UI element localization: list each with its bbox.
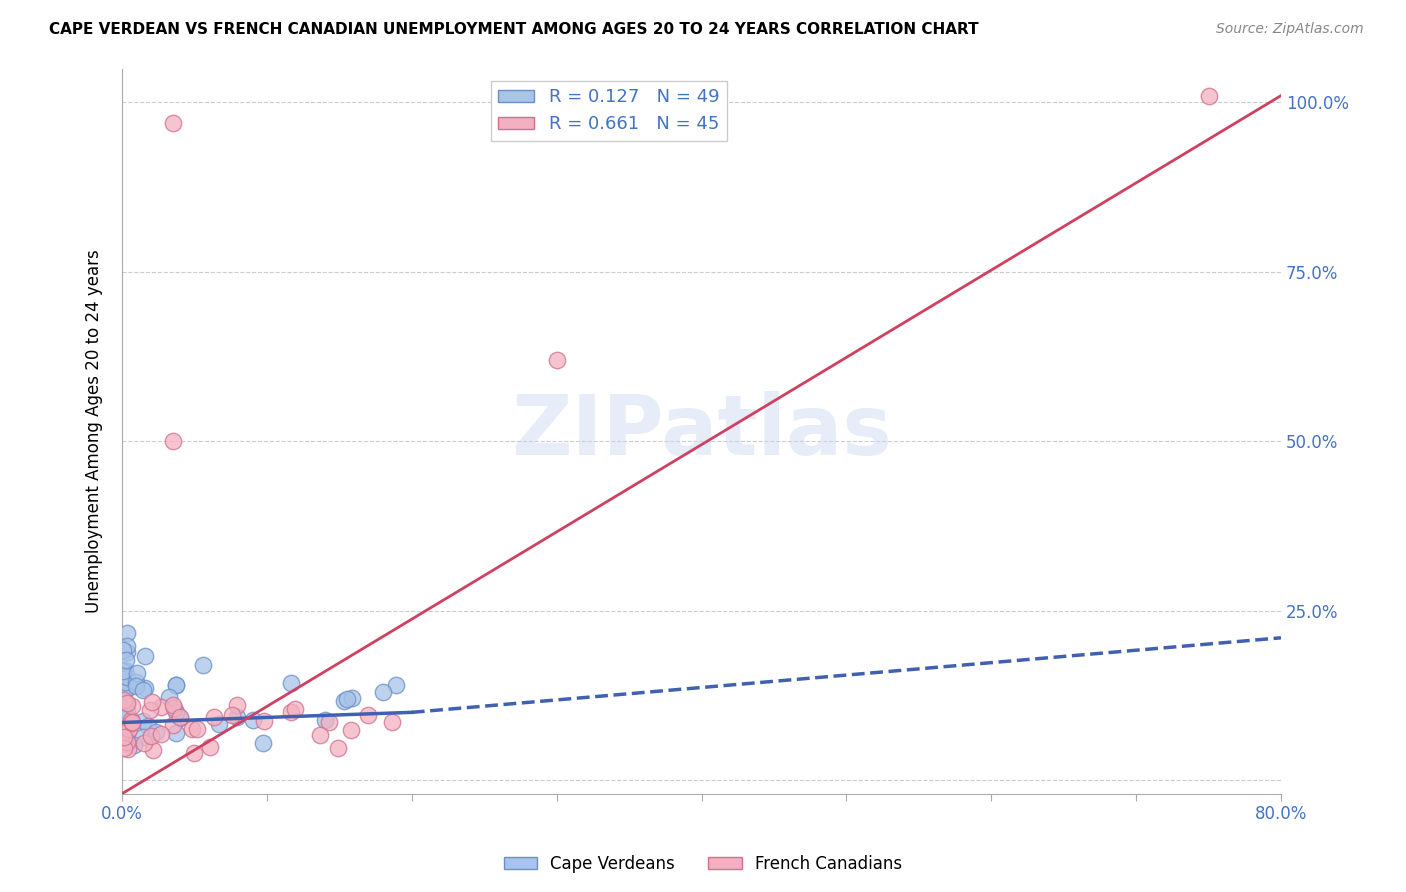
- Point: [284, 702, 307, 716]
- Point: [114, 723, 136, 737]
- Point: [122, 738, 145, 752]
- Y-axis label: Unemployment Among Ages 20 to 24 years: Unemployment Among Ages 20 to 24 years: [86, 249, 103, 613]
- Point: [115, 736, 138, 750]
- Point: [381, 715, 404, 730]
- Point: [385, 678, 408, 692]
- Point: [242, 713, 264, 727]
- Point: [165, 705, 187, 719]
- Point: [132, 682, 155, 697]
- Legend: R = 0.127   N = 49, R = 0.661   N = 45: R = 0.127 N = 49, R = 0.661 N = 45: [491, 81, 727, 141]
- Point: [1198, 88, 1220, 103]
- Point: [340, 723, 363, 737]
- Point: [132, 714, 155, 729]
- Point: [134, 649, 156, 664]
- Point: [165, 725, 187, 739]
- Point: [112, 671, 135, 685]
- Point: [162, 434, 184, 449]
- Point: [149, 700, 172, 714]
- Point: [145, 725, 167, 739]
- Point: [221, 708, 243, 723]
- Point: [326, 741, 349, 756]
- Point: [200, 739, 222, 754]
- Point: [141, 729, 163, 743]
- Point: [114, 695, 136, 709]
- Point: [118, 722, 141, 736]
- Point: [149, 727, 172, 741]
- Point: [165, 678, 187, 692]
- Point: [280, 676, 302, 690]
- Point: [127, 665, 149, 680]
- Point: [112, 730, 135, 744]
- Point: [169, 711, 191, 725]
- Point: [226, 698, 249, 712]
- Point: [252, 736, 274, 750]
- Point: [121, 699, 143, 714]
- Text: ZIPatlas: ZIPatlas: [510, 391, 891, 472]
- Point: [121, 716, 143, 731]
- Point: [162, 718, 184, 732]
- Point: [157, 690, 180, 705]
- Point: [112, 682, 135, 697]
- Point: [114, 709, 136, 723]
- Point: [253, 714, 276, 729]
- Point: [112, 664, 135, 678]
- Point: [162, 698, 184, 713]
- Point: [117, 645, 139, 659]
- Point: [336, 691, 359, 706]
- Point: [114, 673, 136, 687]
- Point: [186, 723, 208, 737]
- Point: [191, 657, 214, 672]
- Point: [115, 731, 138, 746]
- Point: [131, 730, 153, 744]
- Point: [118, 680, 141, 694]
- Point: [546, 353, 568, 368]
- Point: [112, 643, 135, 657]
- Point: [181, 722, 204, 736]
- Point: [115, 653, 138, 667]
- Text: Source: ZipAtlas.com: Source: ZipAtlas.com: [1216, 22, 1364, 37]
- Point: [136, 719, 159, 733]
- Point: [308, 728, 330, 742]
- Point: [139, 703, 162, 717]
- Point: [120, 714, 142, 728]
- Point: [124, 679, 146, 693]
- Point: [134, 681, 156, 695]
- Point: [340, 691, 363, 706]
- Point: [165, 678, 187, 692]
- Point: [111, 665, 134, 679]
- Point: [117, 670, 139, 684]
- Point: [333, 694, 356, 708]
- Point: [314, 713, 336, 727]
- Point: [114, 663, 136, 677]
- Point: [371, 685, 394, 699]
- Point: [202, 710, 225, 724]
- Point: [208, 716, 231, 731]
- Point: [169, 710, 191, 724]
- Point: [115, 696, 138, 710]
- Point: [125, 675, 148, 690]
- Point: [117, 639, 139, 653]
- Point: [117, 741, 139, 756]
- Point: [162, 116, 184, 130]
- Point: [121, 715, 143, 730]
- Point: [142, 743, 165, 757]
- Point: [183, 746, 205, 760]
- Point: [112, 692, 135, 706]
- Point: [280, 705, 302, 719]
- Point: [141, 695, 163, 709]
- Point: [357, 708, 380, 723]
- Point: [114, 683, 136, 698]
- Text: CAPE VERDEAN VS FRENCH CANADIAN UNEMPLOYMENT AMONG AGES 20 TO 24 YEARS CORRELATI: CAPE VERDEAN VS FRENCH CANADIAN UNEMPLOY…: [49, 22, 979, 37]
- Point: [112, 741, 135, 756]
- Point: [114, 674, 136, 689]
- Point: [163, 700, 186, 714]
- Point: [115, 735, 138, 749]
- Point: [132, 736, 155, 750]
- Point: [115, 704, 138, 718]
- Point: [225, 709, 247, 723]
- Point: [115, 625, 138, 640]
- Point: [318, 715, 340, 730]
- Legend: Cape Verdeans, French Canadians: Cape Verdeans, French Canadians: [498, 848, 908, 880]
